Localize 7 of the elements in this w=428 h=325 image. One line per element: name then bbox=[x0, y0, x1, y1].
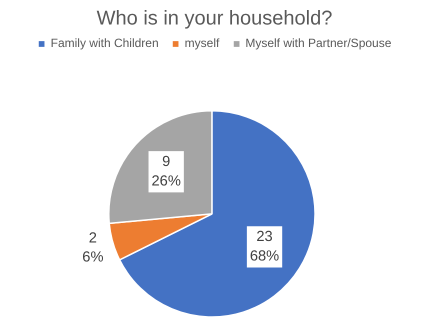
legend-label: myself bbox=[184, 36, 220, 50]
chart-title: Who is in your household? bbox=[96, 8, 332, 30]
data-label: 2 6% bbox=[82, 230, 104, 266]
data-label: 9 26% bbox=[152, 154, 181, 190]
legend-label: Family with Children bbox=[50, 36, 159, 50]
legend-label: Myself with Partner/Spouse bbox=[245, 36, 392, 50]
data-label: 23 68% bbox=[250, 229, 280, 264]
